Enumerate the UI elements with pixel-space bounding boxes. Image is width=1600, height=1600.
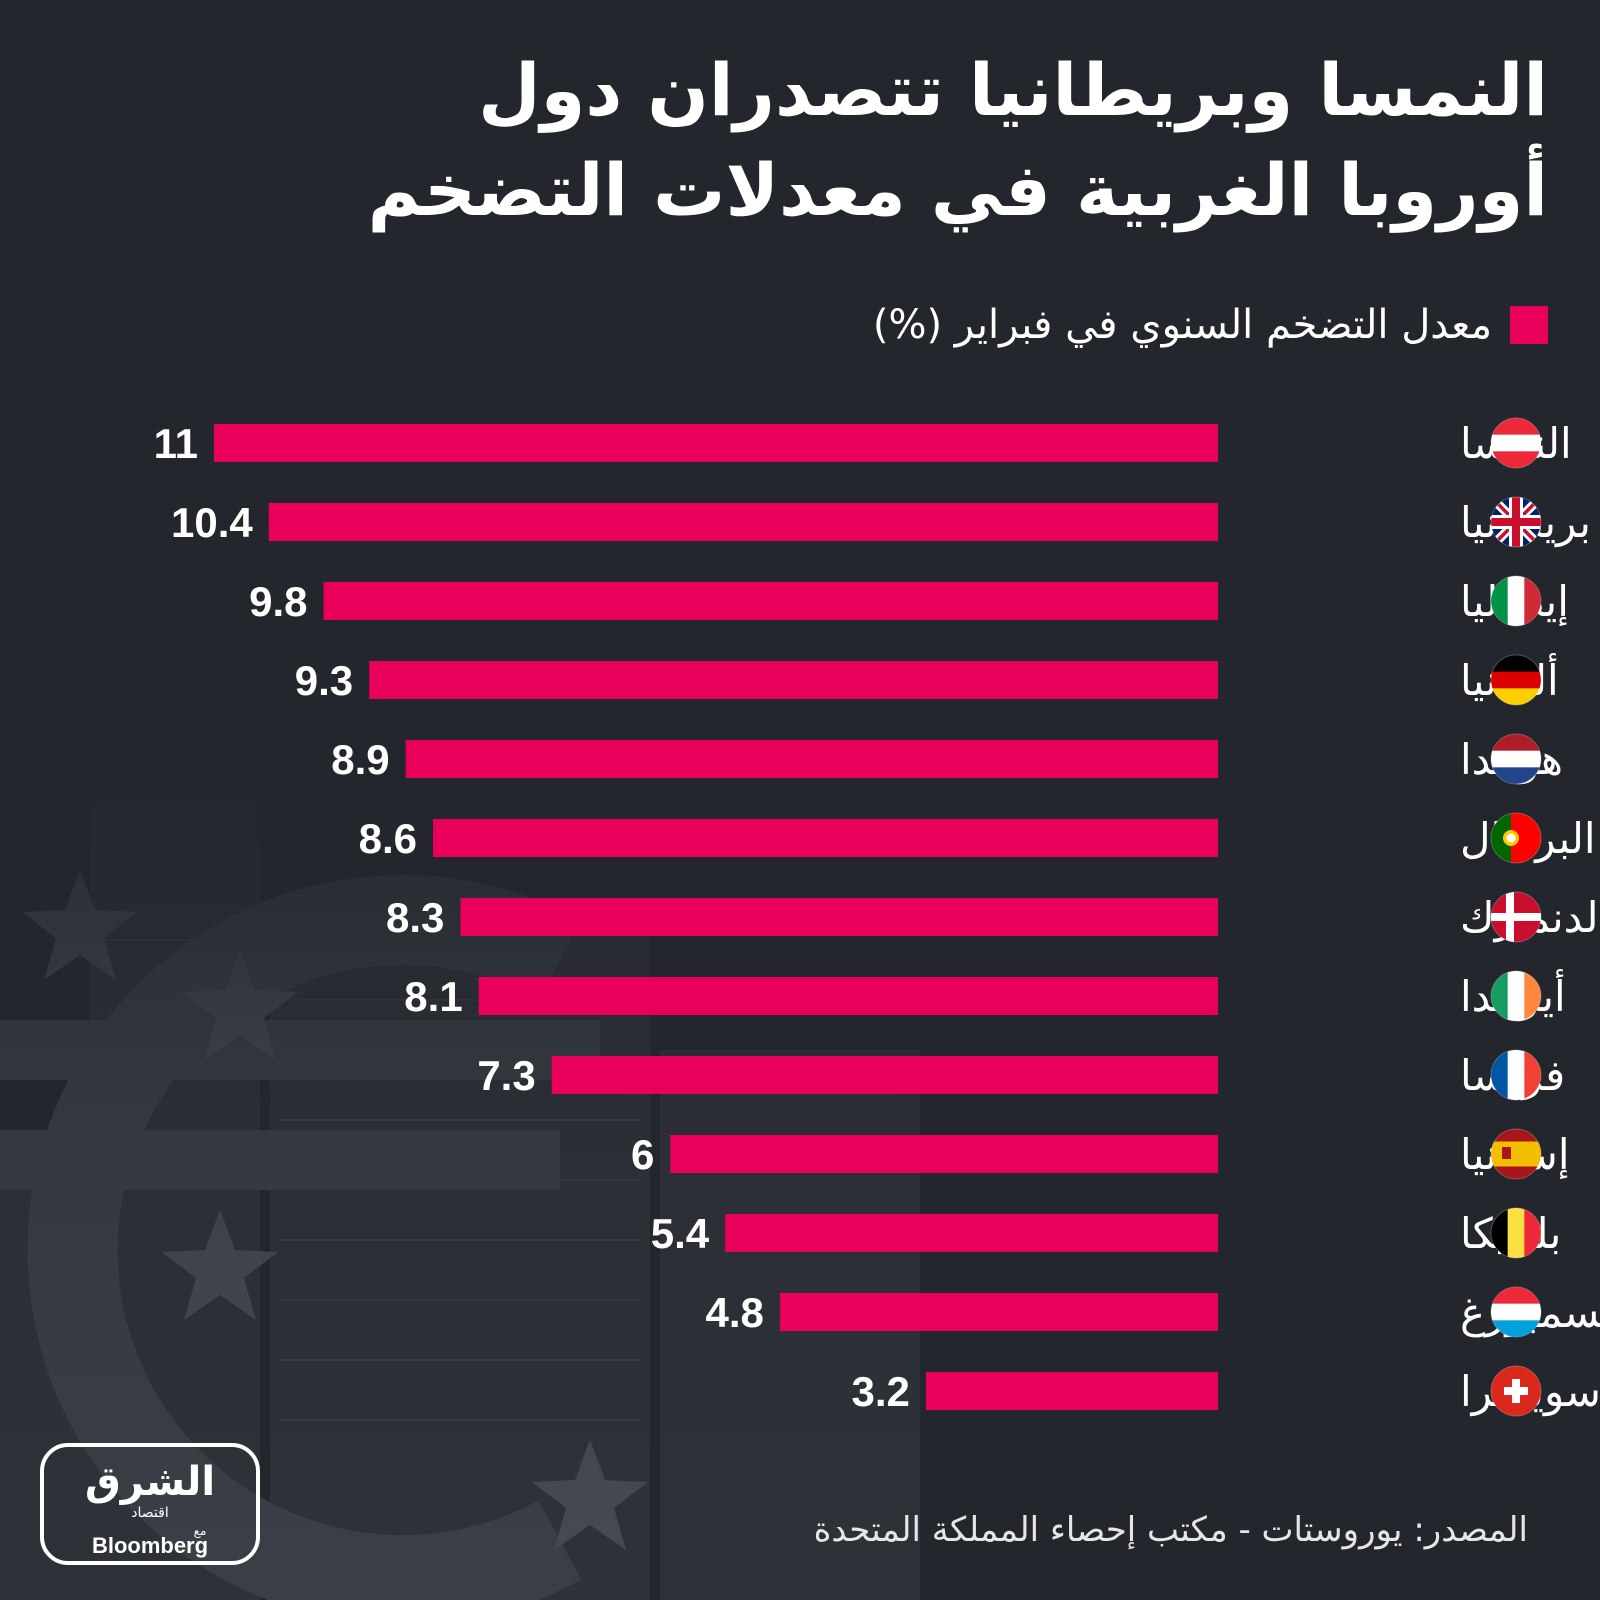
bar	[214, 424, 1218, 462]
italy-flag-icon	[1490, 575, 1542, 627]
bar	[551, 1056, 1218, 1094]
bar-value-label: 9.3	[295, 657, 353, 704]
luxembourg-flag-icon	[1490, 1286, 1542, 1338]
netherlands-flag-icon	[1490, 733, 1542, 785]
bar-value-label: 8.1	[404, 973, 462, 1020]
bar	[725, 1214, 1218, 1252]
chart-legend: معدل التضخم السنوي في فبراير (%)	[873, 300, 1548, 350]
bar	[405, 740, 1218, 778]
bar-value-label: 4.8	[706, 1289, 764, 1336]
bar	[369, 661, 1218, 699]
bar-value-label: 6	[631, 1131, 654, 1178]
bar-value-label: 5.4	[651, 1210, 710, 1257]
logo-sub-text: اقتصاد	[131, 1505, 168, 1521]
bar-value-label: 8.3	[386, 894, 444, 941]
belgium-flag-icon	[1490, 1207, 1542, 1259]
logo-brand-text: الشرق	[85, 1459, 215, 1505]
bar-value-label: 9.8	[249, 578, 307, 625]
spain-flag-icon	[1490, 1128, 1542, 1180]
uk-flag-icon	[1490, 496, 1542, 548]
france-flag-icon	[1490, 1049, 1542, 1101]
asharq-bloomberg-logo: الشرق اقتصاد مع Bloomberg	[40, 1443, 260, 1565]
bar-value-label: 11	[154, 420, 198, 467]
bar-value-label: 10.4	[171, 499, 253, 546]
bar-value-label: 8.6	[359, 815, 417, 862]
bar	[478, 977, 1218, 1015]
bar	[779, 1293, 1218, 1331]
austria-flag-icon	[1490, 417, 1542, 469]
logo-with-text: مع	[194, 1524, 207, 1538]
legend-label: معدل التضخم السنوي في فبراير (%)	[872, 302, 1492, 348]
bar	[925, 1372, 1218, 1410]
ireland-flag-icon	[1490, 970, 1542, 1022]
logo-partner-text: Bloomberg	[92, 1533, 208, 1558]
bar-value-label: 3.2	[852, 1368, 910, 1415]
germany-flag-icon	[1490, 654, 1542, 706]
page-title: النمسا وبريطانيا تتصدران دول أوروبا الغر…	[367, 48, 1548, 232]
bar	[323, 582, 1218, 620]
bar	[460, 898, 1218, 936]
legend-swatch	[1510, 306, 1548, 344]
denmark-flag-icon	[1490, 891, 1542, 943]
bar-value-label: 7.3	[477, 1052, 535, 1099]
switzerland-flag-icon	[1490, 1365, 1542, 1417]
bar	[433, 819, 1218, 857]
bar	[670, 1135, 1218, 1173]
portugal-flag-icon	[1490, 812, 1542, 864]
bar-value-label: 8.9	[331, 736, 389, 783]
bar	[268, 503, 1218, 541]
source-note: المصدر: يوروستات - مكتب إحصاء المملكة ال…	[813, 1510, 1528, 1550]
